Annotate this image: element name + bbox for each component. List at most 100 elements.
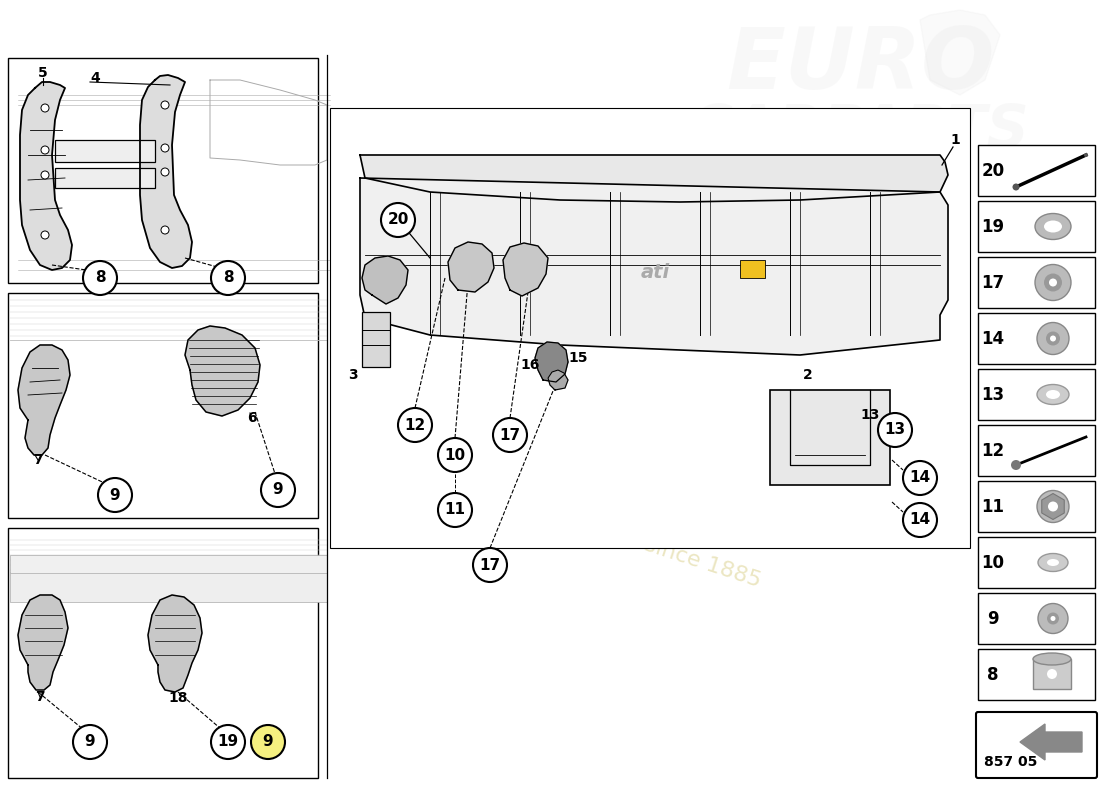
Circle shape [1044,274,1061,291]
Text: 19: 19 [218,734,239,750]
Circle shape [438,438,472,472]
Text: 3: 3 [349,368,358,382]
Circle shape [1049,278,1057,286]
Bar [978,593,1094,644]
Text: 16: 16 [520,358,540,372]
Polygon shape [360,155,948,202]
Bar [978,145,1094,196]
Circle shape [1084,153,1088,157]
Circle shape [161,226,169,234]
Text: 14: 14 [910,470,931,486]
Text: 7: 7 [35,690,45,704]
Circle shape [82,261,117,295]
Polygon shape [140,75,192,268]
Circle shape [41,146,50,154]
Polygon shape [20,82,72,270]
Text: 8: 8 [988,666,999,683]
Circle shape [1046,331,1060,346]
Circle shape [1048,502,1058,511]
Bar [362,312,390,367]
Circle shape [41,231,50,239]
Bar [978,481,1094,532]
Text: EURO: EURO [726,23,994,106]
Text: 4: 4 [90,71,100,85]
Text: 11: 11 [981,498,1004,515]
Circle shape [473,548,507,582]
Polygon shape [18,595,68,690]
Circle shape [211,725,245,759]
Ellipse shape [1046,390,1060,399]
Text: 8: 8 [95,270,106,286]
Text: 17: 17 [981,274,1004,291]
Circle shape [1011,460,1021,470]
Ellipse shape [1033,653,1071,665]
Circle shape [41,171,50,179]
Text: 17: 17 [480,558,501,573]
Circle shape [161,168,169,176]
Text: 8: 8 [222,270,233,286]
Circle shape [1050,335,1056,342]
Text: 20: 20 [387,213,409,227]
Text: 12: 12 [405,418,426,433]
Polygon shape [1042,494,1065,519]
Circle shape [1050,616,1056,621]
Polygon shape [360,178,948,355]
Text: 14: 14 [910,513,931,527]
Circle shape [1012,183,1020,190]
Text: 15: 15 [569,351,587,365]
Bar [978,257,1094,308]
Circle shape [161,101,169,109]
Circle shape [878,413,912,447]
Bar [978,369,1094,420]
Bar [8,58,318,283]
Circle shape [211,261,245,295]
Circle shape [98,478,132,512]
Text: 9: 9 [273,482,284,498]
Text: 5: 5 [39,66,48,80]
Text: 9: 9 [110,487,120,502]
Text: 20: 20 [981,162,1004,179]
Text: a passion for parts since 1885: a passion for parts since 1885 [437,469,763,591]
Text: 9: 9 [987,610,999,627]
Circle shape [1047,613,1059,625]
Circle shape [251,725,285,759]
Bar [10,572,327,602]
Circle shape [398,408,432,442]
Polygon shape [18,345,70,455]
Bar [978,537,1094,588]
Bar [978,201,1094,252]
Text: 11: 11 [444,502,465,518]
Bar [55,168,155,188]
Polygon shape [503,243,548,296]
Bar [55,140,155,162]
Bar [978,649,1094,700]
Ellipse shape [1038,554,1068,571]
Polygon shape [548,370,568,390]
Polygon shape [920,10,1000,95]
Circle shape [1035,265,1071,301]
Circle shape [261,473,295,507]
Text: 6: 6 [248,411,256,425]
Text: 9: 9 [263,734,273,750]
Text: 17: 17 [499,427,520,442]
Text: 1: 1 [950,133,960,147]
Text: 13: 13 [981,386,1004,403]
Bar [740,260,764,278]
Bar [330,108,970,548]
Bar [8,293,318,518]
Text: 10: 10 [981,554,1004,571]
Circle shape [438,493,472,527]
Text: 13: 13 [860,408,880,422]
Bar [1033,659,1071,689]
Text: 14: 14 [981,330,1004,347]
Text: 10: 10 [444,447,465,462]
Circle shape [161,144,169,152]
Circle shape [903,461,937,495]
Circle shape [41,104,50,112]
Bar [10,555,327,573]
Circle shape [1038,603,1068,634]
FancyBboxPatch shape [976,712,1097,778]
Circle shape [73,725,107,759]
Text: 19: 19 [981,218,1004,235]
Bar [770,390,890,485]
